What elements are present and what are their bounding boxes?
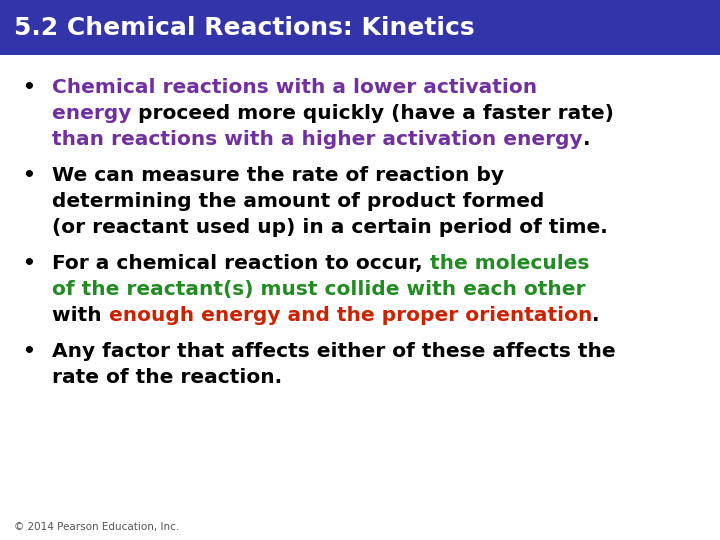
Text: enough energy and the proper orientation: enough energy and the proper orientation [109,306,592,325]
Text: Any factor that affects either of these affects the: Any factor that affects either of these … [52,342,616,361]
Text: •: • [22,254,35,273]
Text: •: • [22,78,35,97]
Text: For a chemical reaction to occur,: For a chemical reaction to occur, [52,254,430,273]
Text: rate of the reaction.: rate of the reaction. [52,368,282,387]
Text: .: . [592,306,600,325]
Text: determining the amount of product formed: determining the amount of product formed [52,192,544,211]
Text: than reactions with a higher activation energy: than reactions with a higher activation … [52,130,582,149]
Text: the molecules: the molecules [430,254,589,273]
Bar [0,0,720,55]
Text: of the reactant(s) must collide with each other: of the reactant(s) must collide with eac… [52,280,585,299]
Text: 5.2 Chemical Reactions: Kinetics: 5.2 Chemical Reactions: Kinetics [14,16,474,40]
Text: •: • [22,342,35,361]
Text: proceed more quickly (have a faster rate): proceed more quickly (have a faster rate… [138,104,614,123]
Text: © 2014 Pearson Education, Inc.: © 2014 Pearson Education, Inc. [14,522,179,532]
Text: .: . [582,130,590,149]
Text: with: with [52,306,109,325]
Text: •: • [22,166,35,185]
Text: We can measure the rate of reaction by: We can measure the rate of reaction by [52,166,504,185]
Text: (or reactant used up) in a certain period of time.: (or reactant used up) in a certain perio… [52,218,608,237]
Text: Chemical reactions with a lower activation: Chemical reactions with a lower activati… [52,78,537,97]
Text: energy: energy [52,104,138,123]
